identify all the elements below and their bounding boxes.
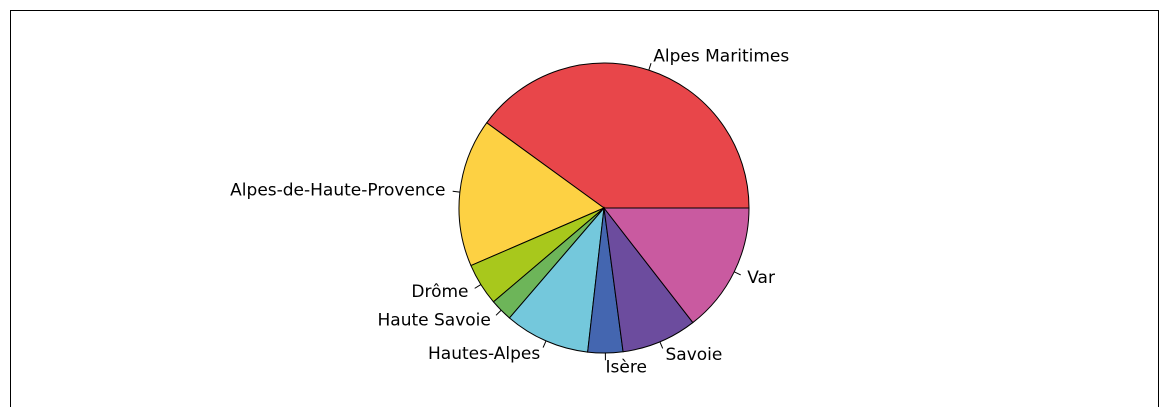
label-tick xyxy=(659,341,664,349)
pie-slice xyxy=(458,122,606,267)
label-tick xyxy=(648,63,652,71)
pie-slice xyxy=(485,62,750,209)
slice-label: Hautes-Alpes xyxy=(428,344,540,364)
slice-label: Alpes Maritimes xyxy=(653,46,789,66)
pie-slice xyxy=(602,207,750,324)
label-tick xyxy=(452,190,460,193)
pie-slice xyxy=(508,206,605,353)
frame xyxy=(10,10,1159,407)
label-tick xyxy=(733,271,741,276)
label-tick xyxy=(474,284,482,289)
slice-label: Drôme xyxy=(411,282,468,302)
slice-label: Isère xyxy=(606,357,647,377)
slice-label: Haute Savoie xyxy=(378,310,491,330)
label-tick xyxy=(495,309,502,316)
label-tick xyxy=(542,340,547,348)
slice-label: Alpes-de-Haute-Provence xyxy=(230,180,445,200)
slice-label: Savoie xyxy=(666,345,723,365)
slice-label: Var xyxy=(747,268,775,288)
